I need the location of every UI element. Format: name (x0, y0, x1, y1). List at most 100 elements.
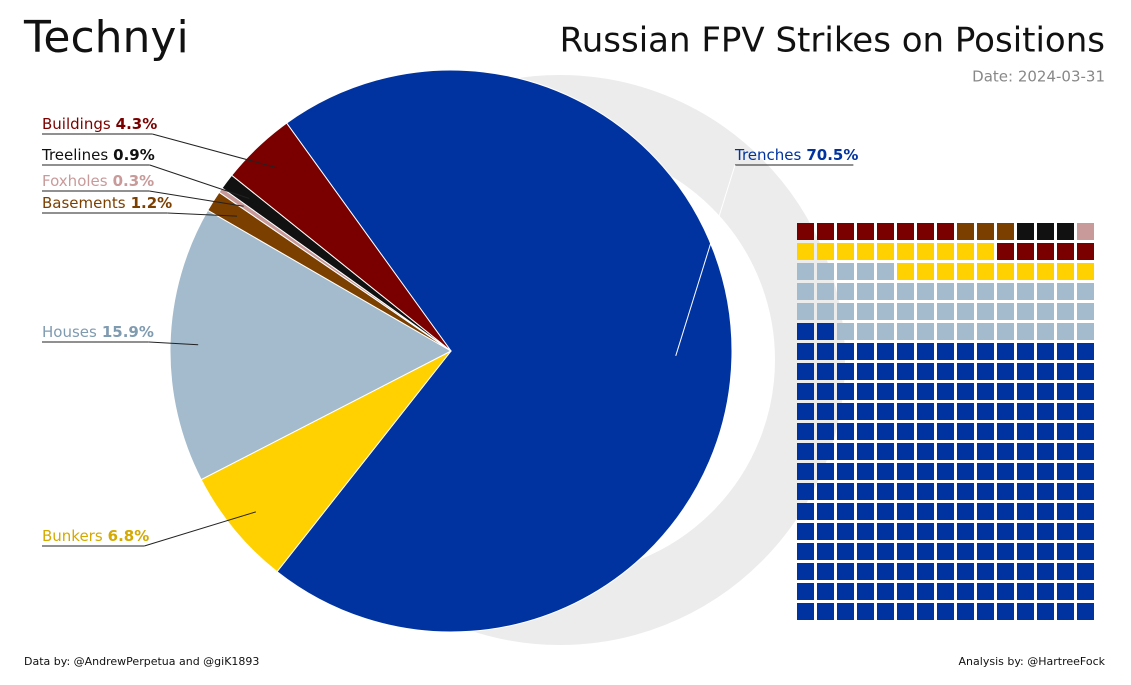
waffle-cell (957, 383, 974, 400)
waffle-cell (1057, 463, 1074, 480)
waffle-cell (897, 463, 914, 480)
waffle-cell (937, 403, 954, 420)
waffle-cell (817, 583, 834, 600)
waffle-cell (797, 223, 814, 240)
waffle-cell (937, 423, 954, 440)
waffle-cell (817, 303, 834, 320)
waffle-cell (1017, 263, 1034, 280)
waffle-cell (957, 543, 974, 560)
waffle-cell (837, 403, 854, 420)
waffle-cell (977, 283, 994, 300)
waffle-cell (837, 503, 854, 520)
waffle-cell (837, 483, 854, 500)
waffle-cell (1057, 323, 1074, 340)
waffle-cell (937, 363, 954, 380)
waffle-cell (877, 363, 894, 380)
waffle-cell (797, 563, 814, 580)
waffle-cell (997, 263, 1014, 280)
waffle-cell (797, 303, 814, 320)
waffle-cell (817, 383, 834, 400)
waffle-cell (977, 423, 994, 440)
waffle-cell (797, 603, 814, 620)
waffle-cell (1037, 383, 1054, 400)
leader (149, 190, 244, 207)
waffle-cell (817, 603, 834, 620)
waffle-cell (897, 283, 914, 300)
waffle-cell (917, 483, 934, 500)
slice (200, 350, 452, 573)
waffle-cell (997, 603, 1014, 620)
waffle-cell (997, 383, 1014, 400)
leader (144, 511, 256, 547)
waffle-cell (937, 223, 954, 240)
waffle-cell (837, 303, 854, 320)
waffle-cell (897, 543, 914, 560)
waffle-cell (997, 543, 1014, 560)
waffle-cell (917, 363, 934, 380)
waffle-cell (877, 463, 894, 480)
waffle-cell (1077, 483, 1094, 500)
waffle-cell (957, 343, 974, 360)
pie (169, 69, 733, 633)
waffle-cell (797, 323, 814, 340)
waffle-cell (957, 563, 974, 580)
waffle-cell (877, 563, 894, 580)
waffle-cell (877, 503, 894, 520)
waffle-cell (917, 403, 934, 420)
waffle-cell (857, 543, 874, 560)
waffle-cell (817, 483, 834, 500)
waffle-cell (977, 383, 994, 400)
waffle-cell (1037, 523, 1054, 540)
category-name: Trenches (734, 146, 802, 164)
source: Data by: @AndrewPerpetua and @giK1893 (24, 655, 259, 668)
waffle-cell (1057, 283, 1074, 300)
waffle-cell (897, 243, 914, 260)
waffle-cell (977, 583, 994, 600)
waffle-cell (1017, 343, 1034, 360)
waffle-cell (977, 343, 994, 360)
slice-label: Bunkers 6.8% (42, 527, 149, 545)
waffle-cell (877, 443, 894, 460)
waffle-cell (897, 603, 914, 620)
waffle-cell (997, 283, 1014, 300)
waffle-cell (877, 523, 894, 540)
waffle-cell (1017, 323, 1034, 340)
waffle-cell (957, 243, 974, 260)
waffle-cell (1017, 483, 1034, 500)
waffle-cell (857, 303, 874, 320)
waffle-cell (997, 243, 1014, 260)
waffle-cell (917, 563, 934, 580)
waffle-cell (997, 583, 1014, 600)
waffle-cell (857, 323, 874, 340)
waffle-cell (997, 523, 1014, 540)
credit: Analysis by: @HartreeFock (959, 655, 1106, 668)
waffle-cell (1017, 603, 1034, 620)
waffle-cell (857, 343, 874, 360)
waffle-cell (977, 443, 994, 460)
waffle-cell (1037, 323, 1054, 340)
waffle-cell (897, 323, 914, 340)
waffle-cell (797, 463, 814, 480)
waffle-cell (937, 463, 954, 480)
waffle-cell (1057, 483, 1074, 500)
waffle-cell (977, 523, 994, 540)
slice-label: Houses 15.9% (42, 323, 154, 341)
waffle-cell (1017, 303, 1034, 320)
waffle-cell (997, 563, 1014, 580)
waffle-cell (917, 323, 934, 340)
waffle-cell (837, 343, 854, 360)
waffle-cell (1057, 503, 1074, 520)
waffle-cell (937, 263, 954, 280)
waffle-cell (857, 483, 874, 500)
waffle-cell (857, 403, 874, 420)
waffle-cell (857, 523, 874, 540)
waffle-cell (877, 223, 894, 240)
waffle-cell (937, 323, 954, 340)
waffle-cell (817, 523, 834, 540)
waffle-cell (937, 283, 954, 300)
waffle-cell (1077, 423, 1094, 440)
waffle-cell (1057, 223, 1074, 240)
waffle-cell (1037, 303, 1054, 320)
waffle-cell (1017, 463, 1034, 480)
